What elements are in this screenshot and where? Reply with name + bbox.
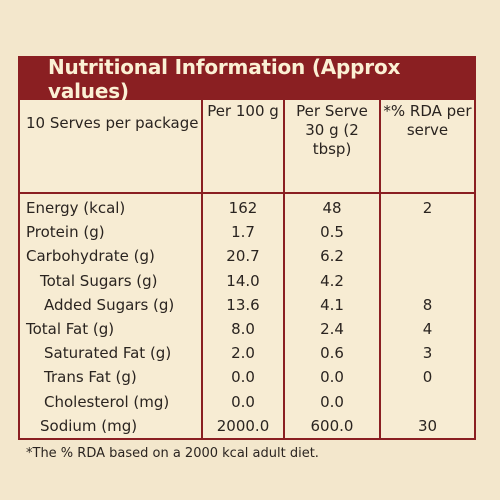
- table-row: Protein (g) 1.7 0.5: [20, 220, 474, 245]
- rda-value: 4: [422, 319, 433, 338]
- rda-value: 30: [417, 416, 438, 435]
- row-label: Carbohydrate (g): [20, 244, 203, 269]
- rda-footnote: *The % RDA based on a 2000 kcal adult di…: [20, 437, 474, 467]
- rda-value: [380, 269, 474, 293]
- rda-value: [380, 244, 474, 268]
- per-serve-value: 0.0: [284, 365, 381, 390]
- per-100g-value: 8.0: [202, 316, 285, 342]
- header-rda-label: *% RDA per serve: [383, 102, 472, 139]
- row-label: Saturated Fat (g): [20, 341, 203, 366]
- row-label: Added Sugars (g): [20, 292, 203, 317]
- per-serve-value: 4.1: [284, 292, 381, 317]
- per-100g-value: 14.0: [202, 268, 285, 293]
- rda-value: [380, 390, 474, 414]
- per-serve-value: 0.0: [284, 389, 381, 414]
- per-100g-value: 162: [202, 193, 285, 221]
- row-label: Total Fat (g): [20, 316, 203, 342]
- row-label: Trans Fat (g): [20, 365, 203, 390]
- per-serve-value: 48: [284, 193, 381, 221]
- table-row: Cholesterol (mg) 0.0 0.0: [20, 389, 474, 414]
- per-100g-value: 0.0: [202, 389, 285, 414]
- per-100g-value: 2.0: [202, 341, 285, 366]
- panel-title: Nutritional Information (Approx values): [20, 55, 474, 103]
- table-row: Carbohydrate (g) 20.7 6.2: [20, 244, 474, 269]
- per-serve-value: 6.2: [284, 244, 381, 269]
- table-header-row: 10 Serves per package Per 100 g Per Serv…: [20, 100, 474, 194]
- per-serve-value: 0.6: [284, 341, 381, 366]
- rda-value: [380, 220, 474, 244]
- per-100g-value: 1.7: [202, 220, 285, 245]
- per-serve-value: 4.2: [284, 268, 381, 293]
- table-row: Total Fat (g) 8.0 2.4 4: [20, 316, 474, 342]
- header-serves-per-package: 10 Serves per package: [20, 100, 203, 194]
- per-100g-value: 0.0: [202, 365, 285, 390]
- header-per-serve: Per Serve 30 g (2 tbsp): [284, 100, 381, 194]
- row-label: Cholesterol (mg): [20, 389, 203, 414]
- per-100g-value: 13.6: [202, 292, 285, 317]
- table-row: Added Sugars (g) 13.6 4.1 8: [20, 292, 474, 317]
- per-100g-value: 20.7: [202, 244, 285, 269]
- table-row: Trans Fat (g) 0.0 0.0 0: [20, 365, 474, 390]
- nutrition-panel: Nutritional Information (Approx values) …: [18, 55, 476, 461]
- header-per-100g-label: Per 100 g: [207, 102, 279, 120]
- table-row: Saturated Fat (g) 2.0 0.6 3: [20, 341, 474, 366]
- header-per-serve-label: Per Serve 30 g (2 tbsp): [296, 102, 368, 158]
- per-serve-value: 600.0: [284, 413, 381, 438]
- rda-value: 8: [422, 295, 433, 314]
- rda-value: 3: [422, 344, 433, 363]
- nutrition-table: 10 Serves per package Per 100 g Per Serv…: [20, 100, 474, 438]
- row-label: Total Sugars (g): [20, 268, 203, 293]
- per-serve-value: 0.5: [284, 220, 381, 245]
- table-row: Total Sugars (g) 14.0 4.2: [20, 268, 474, 293]
- rda-value: 0: [422, 368, 433, 387]
- per-serve-value: 2.4: [284, 316, 381, 342]
- per-100g-value: 2000.0: [202, 413, 285, 438]
- row-label: Energy (kcal): [20, 193, 203, 221]
- header-serves-label: 10 Serves per package: [26, 114, 199, 132]
- header-per-100g: Per 100 g: [202, 100, 285, 194]
- row-label: Sodium (mg): [20, 413, 203, 438]
- table-row: Energy (kcal) 162 48 2: [20, 193, 474, 221]
- header-rda: *% RDA per serve: [380, 100, 474, 194]
- row-label: Protein (g): [20, 220, 203, 245]
- rda-value: 2: [422, 199, 433, 217]
- table-row: Sodium (mg) 2000.0 600.0 30: [20, 413, 474, 438]
